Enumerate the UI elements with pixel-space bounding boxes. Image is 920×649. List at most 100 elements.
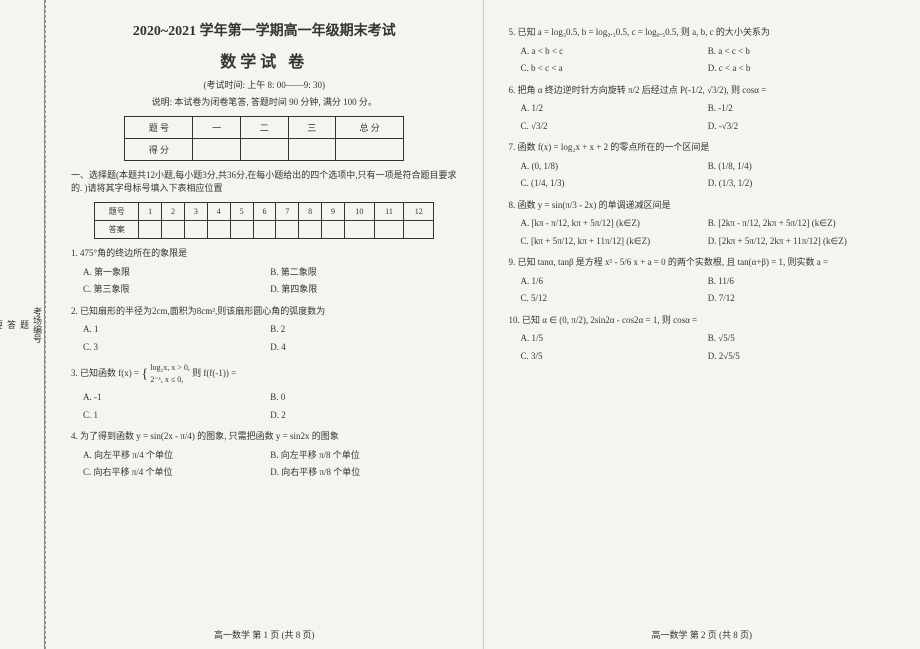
- q8-opt-a: A. [kπ - π/12, kπ + 5π/12] (k∈Z): [521, 215, 708, 233]
- q6-stem: 6. 把角 α 终边逆时针方向旋转 π/2 后经过点 P(-1/2, √3/2)…: [509, 84, 896, 98]
- ans-col: 2: [162, 203, 185, 221]
- ans-col: 11: [374, 203, 403, 221]
- q2-opt-b: B. 2: [270, 321, 457, 339]
- ans-header: 答案: [95, 221, 139, 239]
- ans-col: 7: [276, 203, 299, 221]
- q7-opt-b: B. (1/8, 1/4): [708, 158, 895, 176]
- q5-opt-d: D. c < a < b: [708, 60, 895, 78]
- q7-stem: 7. 函数 f(x) = log₂x + x + 2 的零点所在的一个区间是: [509, 141, 896, 155]
- page-2: 5. 已知 a = log₃0.5, b = log₀.₃0.5, c = lo…: [484, 0, 920, 649]
- q3-opt-b: B. 0: [270, 389, 457, 407]
- binding-label: 题: [18, 320, 31, 329]
- ans-cell: [276, 221, 299, 239]
- q7-opt-c: C. (1/4, 1/3): [521, 175, 708, 193]
- q3-opt-c: C. 1: [83, 407, 270, 425]
- score-col: 二: [240, 117, 288, 139]
- page-1-footer: 高一数学 第 1 页 (共 8 页): [46, 628, 483, 641]
- q5-opt-b: B. a < c < b: [708, 43, 895, 61]
- q9-opt-c: C. 5/12: [521, 290, 708, 308]
- ans-col: 10: [344, 203, 374, 221]
- score-col: 一: [193, 117, 241, 139]
- q8-stem: 8. 函数 y = sin(π/3 - 2x) 的单调递减区间是: [509, 199, 896, 213]
- q3-stem-c: 2⁻ˣ, x ≤ 0,: [150, 374, 190, 386]
- score-cell: [288, 139, 336, 161]
- ans-col: 6: [253, 203, 276, 221]
- ans-cell: [230, 221, 253, 239]
- question-1: 1. 475°角的终边所在的象限是 A. 第一象限 B. 第二象限 C. 第三象…: [71, 247, 458, 299]
- ans-col: 12: [404, 203, 434, 221]
- ans-cell: [374, 221, 403, 239]
- q8-opt-c: C. [kπ + 5π/12, kπ + 11π/12] (k∈Z): [521, 233, 708, 251]
- q3-stem-b: log₂x, x > 0,: [150, 362, 190, 374]
- exam-title: 2020~2021 学年第一学期高一年级期末考试: [71, 20, 458, 40]
- subject-title: 数学试 卷: [71, 48, 458, 72]
- binding-label: 答: [5, 320, 18, 329]
- q9-stem: 9. 已知 tanα, tanβ 是方程 x² - 5/6 x + a = 0 …: [509, 256, 896, 270]
- ans-col: 3: [184, 203, 207, 221]
- question-6: 6. 把角 α 终边逆时针方向旋转 π/2 后经过点 P(-1/2, √3/2)…: [509, 84, 896, 136]
- question-2: 2. 已知扇形的半径为2cm,面积为8cm²,则该扇形圆心角的弧度数为 A. 1…: [71, 305, 458, 357]
- q3-stem-d: 则 f(f(-1)) =: [192, 368, 236, 378]
- q1-opt-c: C. 第三象限: [83, 281, 270, 299]
- ans-cell: [344, 221, 374, 239]
- score-cell: [336, 139, 404, 161]
- pages-container: 2020~2021 学年第一学期高一年级期末考试 数学试 卷 (考试时间: 上午…: [46, 0, 920, 649]
- question-10: 10. 已知 α ∈ (0, π/2), 2sin2α - cos2α = 1,…: [509, 314, 896, 366]
- score-col: 总 分: [336, 117, 404, 139]
- q6-opt-a: A. 1/2: [521, 100, 708, 118]
- q10-opt-c: C. 3/5: [521, 348, 708, 366]
- exam-note: 说明: 本试卷为闭卷笔答, 答题时间 90 分钟, 满分 100 分。: [71, 95, 458, 108]
- q7-opt-d: D. (1/3, 1/2): [708, 175, 895, 193]
- ans-col: 9: [322, 203, 345, 221]
- question-5: 5. 已知 a = log₃0.5, b = log₀.₃0.5, c = lo…: [509, 26, 896, 78]
- binding-label: 考场编号: [31, 307, 44, 343]
- binding-margin: 考场编号 题 答 要 不 内 线 封 密 班 级 姓 名 学 校: [0, 0, 45, 649]
- question-3: 3. 已知函数 f(x) = { log₂x, x > 0, 2⁻ˣ, x ≤ …: [71, 362, 458, 424]
- q2-stem: 2. 已知扇形的半径为2cm,面积为8cm²,则该扇形圆心角的弧度数为: [71, 305, 458, 319]
- q2-opt-a: A. 1: [83, 321, 270, 339]
- score-header: 得 分: [125, 139, 193, 161]
- q6-opt-c: C. √3/2: [521, 118, 708, 136]
- q1-opt-d: D. 第四象限: [270, 281, 457, 299]
- q5-opt-a: A. a < b < c: [521, 43, 708, 61]
- q5-opt-c: C. b < c < a: [521, 60, 708, 78]
- q6-opt-b: B. -1/2: [708, 100, 895, 118]
- question-8: 8. 函数 y = sin(π/3 - 2x) 的单调递减区间是 A. [kπ …: [509, 199, 896, 251]
- q4-opt-d: D. 向右平移 π/8 个单位: [270, 464, 457, 482]
- score-col: 三: [288, 117, 336, 139]
- section-1-header: 一、选择题(本题共12小题,每小题3分,共36分,在每小题给出的四个选项中,只有…: [71, 169, 458, 194]
- q8-opt-b: B. [2kπ - π/12, 2kπ + 5π/12] (k∈Z): [708, 215, 895, 233]
- q10-opt-b: B. √5/5: [708, 330, 895, 348]
- q3-opt-a: A. -1: [83, 389, 270, 407]
- page-1: 2020~2021 学年第一学期高一年级期末考试 数学试 卷 (考试时间: 上午…: [46, 0, 484, 649]
- binding-label: 要: [0, 320, 5, 329]
- ans-header: 题号: [95, 203, 139, 221]
- ans-cell: [322, 221, 345, 239]
- ans-cell: [299, 221, 322, 239]
- q4-stem: 4. 为了得到函数 y = sin(2x - π/4) 的图象, 只需把函数 y…: [71, 430, 458, 444]
- score-table: 题 号 一 二 三 总 分 得 分: [124, 116, 404, 161]
- q4-opt-c: C. 向右平移 π/4 个单位: [83, 464, 270, 482]
- question-7: 7. 函数 f(x) = log₂x + x + 2 的零点所在的一个区间是 A…: [509, 141, 896, 193]
- ans-col: 8: [299, 203, 322, 221]
- ans-cell: [162, 221, 185, 239]
- q4-opt-a: A. 向左平移 π/4 个单位: [83, 447, 270, 465]
- q1-opt-b: B. 第二象限: [270, 264, 457, 282]
- q10-stem: 10. 已知 α ∈ (0, π/2), 2sin2α - cos2α = 1,…: [509, 314, 896, 328]
- q9-opt-d: D. 7/12: [708, 290, 895, 308]
- exam-time: (考试时间: 上午 8: 00——9: 30): [71, 78, 458, 91]
- q6-opt-d: D. -√3/2: [708, 118, 895, 136]
- answer-table: 题号 1 2 3 4 5 6 7 8 9 10 11 12 答案: [94, 202, 434, 239]
- q10-opt-d: D. 2√5/5: [708, 348, 895, 366]
- q1-stem: 1. 475°角的终边所在的象限是: [71, 247, 458, 261]
- q1-opt-a: A. 第一象限: [83, 264, 270, 282]
- score-cell: [193, 139, 241, 161]
- ans-col: 4: [207, 203, 230, 221]
- q2-opt-c: C. 3: [83, 339, 270, 357]
- ans-cell: [184, 221, 207, 239]
- q9-opt-b: B. 11/6: [708, 273, 895, 291]
- q5-stem: 5. 已知 a = log₃0.5, b = log₀.₃0.5, c = lo…: [509, 26, 896, 40]
- question-4: 4. 为了得到函数 y = sin(2x - π/4) 的图象, 只需把函数 y…: [71, 430, 458, 482]
- ans-cell: [207, 221, 230, 239]
- q7-opt-a: A. (0, 1/8): [521, 158, 708, 176]
